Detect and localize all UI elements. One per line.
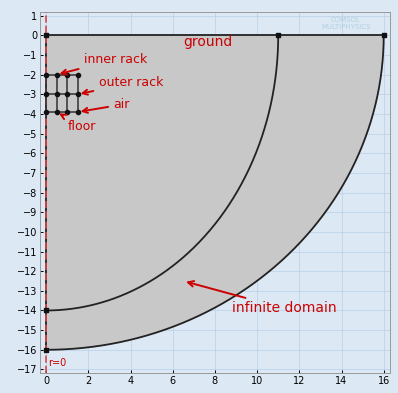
Text: outer rack: outer rack: [83, 77, 163, 95]
Polygon shape: [46, 35, 384, 350]
Text: ground: ground: [183, 35, 232, 49]
Text: air: air: [83, 98, 130, 113]
Text: floor: floor: [61, 114, 96, 133]
Text: r=0: r=0: [48, 358, 66, 369]
Text: infinite domain: infinite domain: [188, 281, 336, 316]
Text: COMSOL
MULTIPHYSICS: COMSOL MULTIPHYSICS: [321, 17, 371, 30]
Text: inner rack: inner rack: [61, 53, 147, 75]
